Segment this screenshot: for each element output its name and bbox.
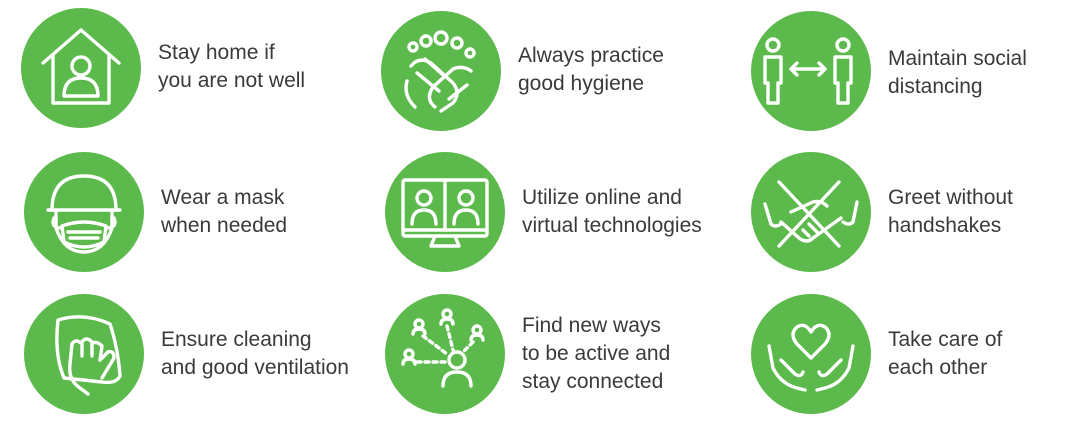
tip-label: Maintain social distancing — [888, 47, 1027, 98]
connected-people-icon — [385, 294, 505, 414]
tip-care: Take care of each other — [751, 294, 1069, 416]
social-distancing-icon — [751, 11, 871, 131]
tip-stay-connected: Find new ways to be active and stay conn… — [385, 294, 725, 416]
tip-hygiene: Always practice good hygiene — [381, 11, 721, 133]
tip-label: Utilize online and virtual technologies — [522, 186, 702, 237]
tip-label: Greet without handshakes — [888, 186, 1013, 237]
no-handshake-icon — [751, 152, 871, 272]
tip-label: Take care of each other — [888, 328, 1003, 379]
tip-stay-home: Stay home if you are not well — [21, 8, 361, 130]
video-call-monitor-icon — [385, 152, 505, 272]
tip-online: Utilize online and virtual technologies — [385, 152, 725, 274]
hands-heart-icon — [751, 294, 871, 414]
tip-distancing: Maintain social distancing — [751, 11, 1069, 133]
house-person-icon — [21, 8, 141, 128]
tip-label: Ensure cleaning and good ventilation — [161, 328, 349, 379]
washing-hands-icon — [381, 11, 501, 131]
cleaning-cloth-hand-icon — [24, 294, 144, 414]
tip-label: Always practice good hygiene — [518, 44, 664, 95]
tip-label: Find new ways to be active and stay conn… — [522, 314, 671, 393]
tip-no-handshake: Greet without handshakes — [751, 152, 1069, 274]
tip-label: Wear a mask when needed — [161, 186, 288, 237]
face-mask-icon — [24, 152, 144, 272]
tip-label: Stay home if you are not well — [158, 41, 306, 92]
tip-cleaning: Ensure cleaning and good ventilation — [24, 294, 364, 416]
tip-mask: Wear a mask when needed — [24, 152, 364, 274]
